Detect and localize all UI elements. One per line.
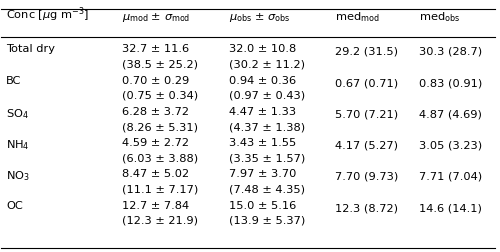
Text: (4.37 ± 1.38): (4.37 ± 1.38)	[228, 122, 305, 132]
Text: (7.48 ± 4.35): (7.48 ± 4.35)	[228, 185, 304, 195]
Text: (8.26 ± 5.31): (8.26 ± 5.31)	[122, 122, 198, 132]
Text: (11.1 ± 7.17): (11.1 ± 7.17)	[122, 185, 198, 195]
Text: NO$_3$: NO$_3$	[6, 169, 30, 183]
Text: BC: BC	[6, 76, 22, 85]
Text: 0.67 (0.71): 0.67 (0.71)	[335, 78, 398, 88]
Text: (30.2 ± 11.2): (30.2 ± 11.2)	[228, 60, 304, 70]
Text: 8.47 ± 5.02: 8.47 ± 5.02	[122, 169, 190, 179]
Text: 12.3 (8.72): 12.3 (8.72)	[335, 203, 398, 213]
Text: 3.05 (3.23): 3.05 (3.23)	[419, 141, 482, 151]
Text: NH$_4$: NH$_4$	[6, 138, 30, 152]
Text: (3.35 ± 1.57): (3.35 ± 1.57)	[228, 153, 305, 163]
Text: 4.17 (5.27): 4.17 (5.27)	[335, 141, 398, 151]
Text: 29.2 (31.5): 29.2 (31.5)	[335, 47, 398, 57]
Text: 4.59 ± 2.72: 4.59 ± 2.72	[122, 138, 190, 148]
Text: 4.87 (4.69): 4.87 (4.69)	[419, 109, 482, 119]
Text: $\mu_\mathrm{obs}$ $\pm$ $\sigma_\mathrm{obs}$: $\mu_\mathrm{obs}$ $\pm$ $\sigma_\mathrm…	[228, 11, 290, 23]
Text: 7.70 (9.73): 7.70 (9.73)	[335, 172, 398, 182]
Text: 32.0 ± 10.8: 32.0 ± 10.8	[228, 44, 296, 54]
Text: 14.6 (14.1): 14.6 (14.1)	[419, 203, 482, 213]
Text: (13.9 ± 5.37): (13.9 ± 5.37)	[228, 216, 305, 226]
Text: 3.43 ± 1.55: 3.43 ± 1.55	[228, 138, 296, 148]
Text: 5.70 (7.21): 5.70 (7.21)	[335, 109, 398, 119]
Text: (38.5 ± 25.2): (38.5 ± 25.2)	[122, 60, 198, 70]
Text: $\mu_\mathrm{mod}$ $\pm$ $\sigma_\mathrm{mod}$: $\mu_\mathrm{mod}$ $\pm$ $\sigma_\mathrm…	[122, 11, 191, 23]
Text: med$_\mathrm{mod}$: med$_\mathrm{mod}$	[335, 10, 380, 23]
Text: 4.47 ± 1.33: 4.47 ± 1.33	[228, 107, 296, 117]
Text: 0.70 ± 0.29: 0.70 ± 0.29	[122, 76, 190, 85]
Text: 32.7 ± 11.6: 32.7 ± 11.6	[122, 44, 190, 54]
Text: 0.83 (0.91): 0.83 (0.91)	[419, 78, 482, 88]
Text: SO$_4$: SO$_4$	[6, 107, 29, 120]
Text: 12.7 ± 7.84: 12.7 ± 7.84	[122, 201, 190, 211]
Text: Conc [$\mu$g m$^{-3}$]: Conc [$\mu$g m$^{-3}$]	[6, 5, 89, 23]
Text: (0.75 ± 0.34): (0.75 ± 0.34)	[122, 91, 198, 101]
Text: (6.03 ± 3.88): (6.03 ± 3.88)	[122, 153, 198, 163]
Text: 30.3 (28.7): 30.3 (28.7)	[419, 47, 482, 57]
Text: 7.71 (7.04): 7.71 (7.04)	[419, 172, 482, 182]
Text: 15.0 ± 5.16: 15.0 ± 5.16	[228, 201, 296, 211]
Text: (12.3 ± 21.9): (12.3 ± 21.9)	[122, 216, 198, 226]
Text: Total dry: Total dry	[6, 44, 56, 54]
Text: 0.94 ± 0.36: 0.94 ± 0.36	[228, 76, 296, 85]
Text: (0.97 ± 0.43): (0.97 ± 0.43)	[228, 91, 305, 101]
Text: 7.97 ± 3.70: 7.97 ± 3.70	[228, 169, 296, 179]
Text: OC: OC	[6, 201, 23, 211]
Text: 6.28 ± 3.72: 6.28 ± 3.72	[122, 107, 190, 117]
Text: med$_\mathrm{obs}$: med$_\mathrm{obs}$	[419, 10, 460, 23]
